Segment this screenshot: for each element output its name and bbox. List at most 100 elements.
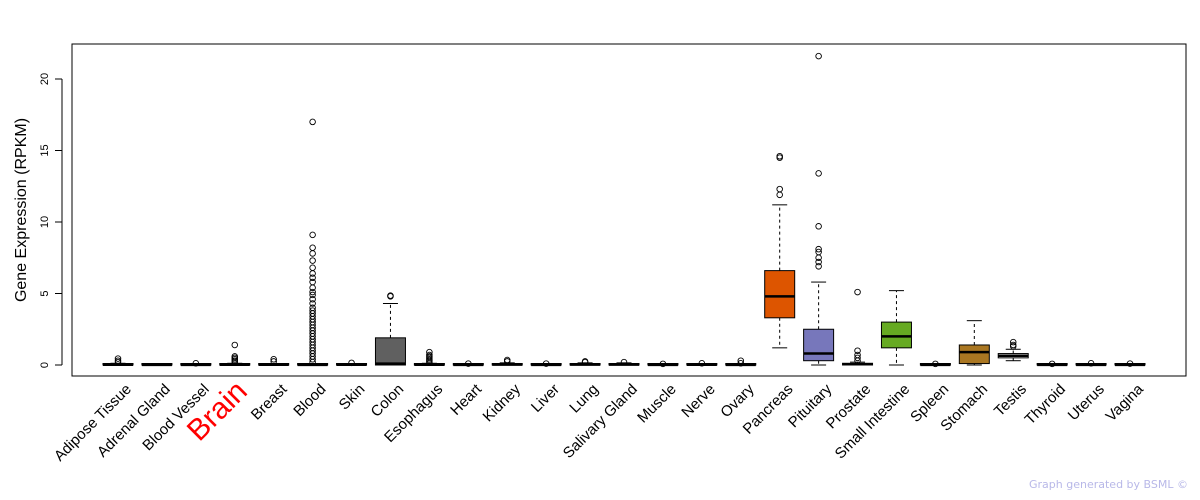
outlier-point bbox=[387, 292, 394, 299]
outlier-point bbox=[309, 118, 316, 126]
outlier-point bbox=[776, 185, 783, 193]
outlier-point bbox=[815, 258, 822, 266]
outlier-point bbox=[776, 191, 783, 199]
x-tick-label: Nerve bbox=[678, 381, 718, 421]
outlier-point bbox=[309, 278, 316, 286]
outlier-point bbox=[270, 358, 277, 365]
outlier-point bbox=[854, 351, 861, 359]
outlier-point bbox=[231, 341, 239, 349]
outlier-point bbox=[620, 358, 628, 366]
box-group bbox=[569, 358, 601, 366]
box-group bbox=[842, 288, 874, 366]
outlier-point bbox=[815, 245, 822, 253]
outlier-point bbox=[1009, 341, 1017, 349]
box-group bbox=[608, 358, 640, 366]
box bbox=[880, 321, 912, 349]
outlier-point bbox=[114, 355, 122, 362]
x-tick-label: Liver bbox=[528, 381, 563, 416]
box-group bbox=[958, 320, 990, 366]
y-axis: 0 5 10 15 20 bbox=[39, 73, 63, 368]
outlier-point bbox=[309, 270, 316, 277]
outlier-point bbox=[1048, 360, 1056, 368]
box-group bbox=[647, 360, 679, 368]
box-group bbox=[725, 357, 757, 367]
outlier-point bbox=[309, 291, 316, 299]
box-group bbox=[880, 290, 912, 366]
x-tick-label: Thyroid bbox=[1022, 381, 1069, 428]
outlier-point bbox=[815, 263, 822, 270]
boxes-layer bbox=[102, 52, 1146, 368]
box-group bbox=[452, 360, 484, 367]
outlier-point bbox=[426, 351, 433, 359]
outlier-point bbox=[815, 254, 822, 261]
outlier-point bbox=[309, 257, 316, 264]
outlier-point bbox=[542, 360, 550, 367]
outlier-point bbox=[309, 307, 316, 314]
outlier-point bbox=[309, 304, 316, 312]
box-group bbox=[491, 356, 523, 366]
outlier-point bbox=[309, 244, 316, 251]
box-group bbox=[297, 118, 329, 367]
box-group bbox=[1075, 360, 1107, 367]
x-tick-label: Skin bbox=[336, 381, 369, 414]
outlier-point bbox=[503, 356, 511, 364]
outlier-point bbox=[776, 152, 783, 160]
box-group bbox=[374, 292, 406, 366]
outlier-point bbox=[698, 360, 706, 367]
y-tick-label: 20 bbox=[39, 73, 51, 85]
box-group bbox=[997, 338, 1029, 362]
outlier-point bbox=[1087, 360, 1095, 367]
outlier-point bbox=[1126, 360, 1134, 367]
outlier-point bbox=[309, 264, 316, 272]
box bbox=[764, 270, 796, 319]
box-group bbox=[413, 348, 445, 366]
outlier-point bbox=[231, 353, 239, 360]
box-group bbox=[180, 360, 212, 367]
outlier-point bbox=[309, 274, 316, 282]
outlier-point bbox=[815, 170, 822, 177]
outlier-point bbox=[737, 357, 745, 364]
outlier-point bbox=[1009, 338, 1017, 346]
outlier-point bbox=[465, 360, 472, 367]
outlier-point bbox=[815, 52, 822, 60]
box-group bbox=[141, 363, 173, 367]
box-group bbox=[336, 359, 368, 367]
y-tick-label: 0 bbox=[39, 362, 51, 368]
outlier-point bbox=[815, 223, 822, 230]
plot-frame bbox=[71, 43, 1187, 377]
x-tick-label: Muscle bbox=[634, 381, 680, 427]
outlier-point bbox=[309, 288, 316, 296]
outlier-point bbox=[348, 359, 355, 367]
y-axis-label: Gene Expression (RPKM) bbox=[13, 118, 30, 302]
y-tick-label: 5 bbox=[39, 290, 51, 296]
y-tick-label: 10 bbox=[39, 216, 51, 228]
x-tick-label: Vagina bbox=[1103, 380, 1148, 425]
box bbox=[374, 337, 406, 366]
box-group bbox=[102, 355, 134, 366]
outlier-point bbox=[854, 288, 861, 296]
box-group bbox=[764, 152, 796, 349]
credit-text: Graph generated by BSML © bbox=[1029, 478, 1188, 491]
outlier-point bbox=[309, 231, 316, 239]
outlier-point bbox=[815, 248, 822, 256]
outlier-point bbox=[270, 356, 277, 363]
outlier-point bbox=[309, 250, 316, 257]
outlier-point bbox=[659, 360, 667, 368]
outlier-point bbox=[192, 360, 200, 367]
outlier-point bbox=[854, 354, 861, 362]
x-tick-label: Breast bbox=[248, 380, 291, 423]
outlier-point bbox=[932, 360, 939, 368]
box-group bbox=[1114, 360, 1146, 367]
outlier-point bbox=[737, 360, 745, 367]
outlier-point bbox=[309, 295, 316, 303]
box-group bbox=[258, 356, 290, 366]
box bbox=[958, 344, 990, 365]
box-group bbox=[919, 360, 951, 368]
box bbox=[803, 328, 835, 362]
x-tick-label: Uterus bbox=[1065, 381, 1108, 424]
box-group bbox=[219, 341, 251, 366]
box-group bbox=[1036, 360, 1068, 368]
y-tick-label: 15 bbox=[39, 144, 51, 156]
